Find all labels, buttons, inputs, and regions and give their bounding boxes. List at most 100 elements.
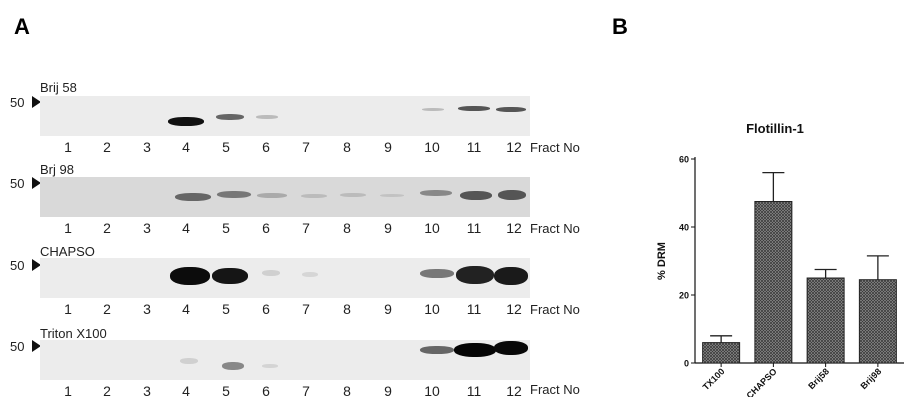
fraction-axis-label: Fract No (530, 140, 580, 155)
lane-number: 3 (143, 301, 151, 317)
blot-band (170, 267, 210, 285)
x-tick-label: Brij98 (859, 366, 884, 391)
blot-label-chapso: CHAPSO (40, 244, 95, 259)
lane-number: 12 (506, 220, 522, 236)
lane-number: 10 (424, 139, 440, 155)
mw-marker-label: 50 (10, 95, 25, 110)
fraction-axis-label: Fract No (530, 382, 580, 397)
lane-number: 7 (302, 301, 310, 317)
blot-band (222, 362, 244, 370)
blot-band (460, 191, 492, 200)
lane-numbers-row: 1 2 3 4 5 6 7 8 9 10 11 12 (40, 301, 560, 317)
lane-number: 2 (103, 139, 111, 155)
lane-number: 3 (143, 220, 151, 236)
y-axis-label: % DRM (656, 242, 668, 280)
lane-number: 8 (343, 220, 351, 236)
lane-number: 11 (466, 220, 482, 236)
western-blot-brij98 (40, 177, 530, 217)
mw-arrow-icon (32, 259, 41, 271)
blot-band (168, 117, 204, 126)
western-blot-chapso (40, 258, 530, 298)
blot-band (262, 270, 280, 276)
lane-number: 8 (343, 383, 351, 399)
lane-number: 7 (302, 383, 310, 399)
panel-a-label: A (14, 14, 30, 39)
mw-marker-label: 50 (10, 258, 25, 273)
bar-tx100 (702, 342, 741, 364)
blot-band (301, 194, 327, 198)
lane-number: 7 (302, 220, 310, 236)
lane-number: 9 (384, 220, 392, 236)
chart-bars (702, 171, 897, 367)
lane-number: 12 (506, 139, 522, 155)
x-tick-labels: TX100 CHAPSO Brij58 Brij98 (701, 366, 884, 397)
x-tick-label: TX100 (701, 366, 727, 392)
x-tick-label: CHAPSO (744, 366, 778, 397)
lane-number: 2 (103, 220, 111, 236)
y-tick-label: 0 (684, 359, 689, 369)
lane-number: 4 (182, 220, 190, 236)
blot-band (420, 269, 454, 278)
blot-band (262, 364, 278, 368)
blot-band (217, 191, 251, 198)
lane-number: 8 (343, 301, 351, 317)
lane-number: 11 (466, 139, 482, 155)
lane-number: 11 (466, 301, 482, 317)
mw-marker-label: 50 (10, 339, 25, 354)
blot-band (420, 346, 454, 354)
fraction-axis-label: Fract No (530, 302, 580, 317)
y-tick-label: 40 (679, 223, 689, 233)
lane-number: 5 (222, 383, 230, 399)
lane-number: 8 (343, 139, 351, 155)
lane-number: 9 (384, 383, 392, 399)
blot-band (302, 272, 318, 277)
blot-band (454, 343, 496, 357)
blot-label-brij58: Brij 58 (40, 80, 77, 95)
lane-number: 12 (506, 383, 522, 399)
mw-arrow-icon (32, 177, 41, 189)
blot-band (496, 107, 526, 112)
lane-number: 5 (222, 301, 230, 317)
y-tick-label: 20 (679, 291, 689, 301)
y-tick-label: 60 (679, 155, 689, 165)
mw-marker-label: 50 (10, 176, 25, 191)
blot-band (494, 267, 528, 285)
lane-number: 5 (222, 139, 230, 155)
blot-band (180, 358, 198, 364)
lane-number: 4 (182, 301, 190, 317)
lane-number: 10 (424, 383, 440, 399)
lane-number: 1 (64, 220, 72, 236)
fraction-axis-label: Fract No (530, 221, 580, 236)
blot-band (257, 193, 287, 198)
blot-band (216, 114, 244, 120)
lane-number: 9 (384, 301, 392, 317)
lane-number: 10 (424, 301, 440, 317)
lane-number: 6 (262, 383, 270, 399)
lane-number: 10 (424, 220, 440, 236)
lane-number: 6 (262, 139, 270, 155)
bar-brij58 (806, 277, 845, 364)
lane-number: 3 (143, 383, 151, 399)
mw-arrow-icon (32, 340, 41, 352)
lane-number: 4 (182, 139, 190, 155)
lane-numbers-row: 1 2 3 4 5 6 7 8 9 10 11 12 (40, 220, 560, 236)
blot-band (494, 341, 528, 355)
flotillin-bar-chart: Flotillin-1 % DRM 0 20 40 60 TX100 CHAPSO Bri… (656, 121, 904, 397)
lane-number: 2 (103, 301, 111, 317)
lane-number: 12 (506, 301, 522, 317)
chart-title: Flotillin-1 (746, 121, 804, 136)
mw-arrow-icon (32, 96, 41, 108)
bar-brij98 (858, 279, 897, 364)
blot-label-triton: Triton X100 (40, 326, 107, 341)
lane-number: 2 (103, 383, 111, 399)
blot-band (380, 194, 404, 197)
western-blot-brij58 (40, 96, 530, 136)
x-tick-label: Brij58 (806, 366, 831, 391)
blot-band (458, 106, 490, 111)
lane-number: 6 (262, 301, 270, 317)
blot-band (175, 193, 211, 201)
lane-number: 11 (466, 383, 482, 399)
lane-number: 5 (222, 220, 230, 236)
lane-numbers-row: 1 2 3 4 5 6 7 8 9 10 11 12 (40, 139, 560, 155)
lane-number: 3 (143, 139, 151, 155)
